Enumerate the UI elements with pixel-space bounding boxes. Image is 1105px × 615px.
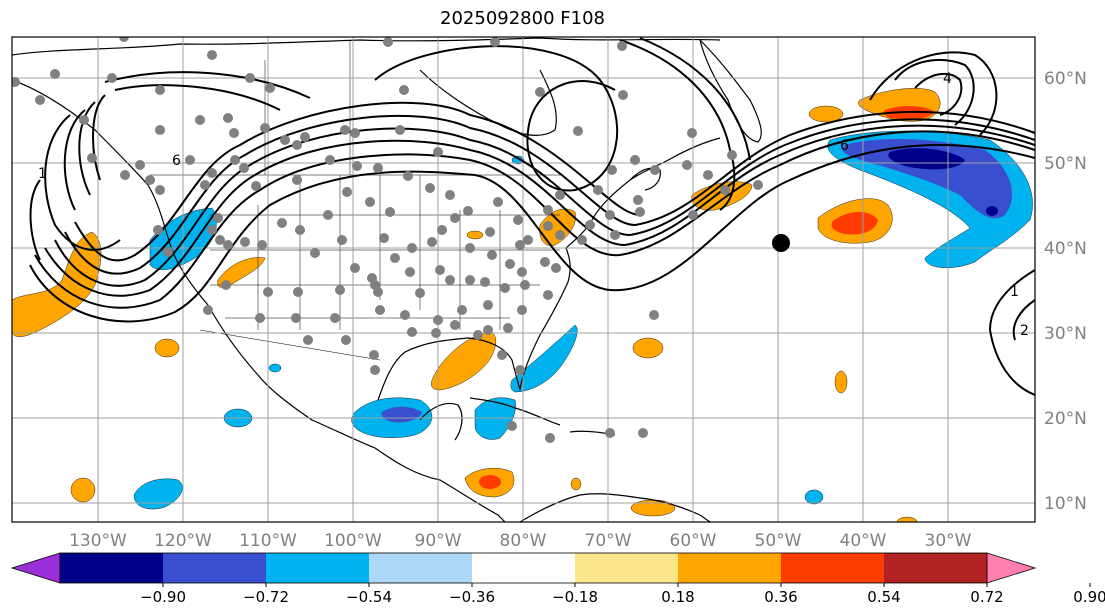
midblue-region-central-mexico [381, 406, 422, 423]
darkblue-spot-east-atlantic [986, 206, 998, 216]
contour-label: 2 [1020, 323, 1029, 339]
blue-region-caribbean-cuba [474, 397, 516, 440]
colorbar-tick-label: 0.90 [1073, 588, 1105, 606]
longitude-labels: 130°W 120°W 110°W 100°W 90°W 80°W 70°W 6… [69, 531, 972, 551]
anomaly-shading [12, 88, 1033, 522]
colorbar-right-extension [986, 552, 1037, 584]
lon-label: 100°W [324, 531, 382, 551]
colorbar-segment [472, 553, 576, 583]
orange-spot-baja [154, 338, 180, 358]
orange-spot-ohio-valley [466, 230, 484, 240]
lon-label: 110°W [239, 531, 297, 551]
lat-label: 30°N [1044, 324, 1087, 344]
darkblue-region-north-atlantic [888, 148, 965, 170]
orange-region-northeast [539, 208, 576, 246]
coastline-hudson-bay [419, 69, 557, 137]
colorbar-tick-label: 0.54 [867, 588, 900, 606]
colorbar-segment [575, 553, 679, 583]
orange-spot-east-atlantic [834, 370, 848, 394]
blue-region-east-pacific [133, 478, 183, 510]
coastlines [12, 37, 762, 522]
lat-label: 40°N [1044, 239, 1087, 259]
lat-label: 50°N [1044, 154, 1087, 174]
orange-region-gulf-florida [431, 331, 497, 391]
coastline-south-america [519, 493, 711, 522]
colorbar-tick-label: 0.36 [764, 588, 797, 606]
colorbar-frame [59, 552, 988, 584]
contour-label: 1 [38, 166, 47, 182]
contour-label: 4 [943, 71, 952, 87]
colorbar: −0.90 −0.72 −0.54 −0.36 −0.18 0.18 0.36 0.54 0.7… [10, 552, 1105, 606]
orange-spot-east-pacific [70, 477, 96, 503]
colorbar-segment [369, 553, 473, 583]
target-marker [772, 234, 790, 252]
lon-label: 60°W [670, 531, 717, 551]
contour-label: 6 [172, 153, 181, 169]
height-contours [29, 37, 1035, 396]
colorbar-segment [60, 553, 164, 583]
map-title: 2025092800 F108 [440, 8, 605, 29]
coastline-gulf [377, 137, 721, 401]
coastline-north-america-west [12, 79, 506, 522]
lat-label: 10°N [1044, 494, 1087, 514]
orange-spot-labrador-sea [808, 105, 844, 123]
blue-spot-baja-south [268, 363, 282, 373]
orange-spot-atlantic-itcz [630, 499, 676, 517]
contour-label: 1 [1010, 284, 1019, 300]
lon-label: 30°W [925, 531, 972, 551]
blue-region-bahamas [510, 324, 578, 393]
map-frame [11, 36, 1036, 523]
latitude-labels: 60°N 50°N 40°N 30°N 20°N 10°N [1044, 69, 1087, 514]
colorbar-segment [163, 553, 267, 583]
orange-region-southwest [217, 257, 266, 288]
colorbar-tick-label: −0.72 [243, 588, 289, 606]
lon-label: 50°W [755, 531, 802, 551]
colorbar-tick-label: 0.72 [970, 588, 1003, 606]
lon-label: 130°W [69, 531, 127, 551]
midblue-region-north-atlantic [842, 138, 1013, 219]
contour-label: 6 [840, 138, 849, 154]
lon-label: 80°W [500, 531, 547, 551]
colorbar-tick-label: −0.18 [552, 588, 598, 606]
coastline-yucatan [419, 402, 463, 441]
lon-label: 40°W [840, 531, 887, 551]
orange-spot-central-atlantic [632, 337, 664, 359]
colorbar-tick-label: −0.36 [449, 588, 495, 606]
lat-label: 20°N [1044, 409, 1087, 429]
coastline-cuba [469, 397, 561, 426]
colorbar-tick-label: 0.18 [661, 588, 694, 606]
orange-spot-caribbean [570, 477, 582, 491]
blue-spot-tropical-atlantic [804, 489, 824, 505]
coastline-arctic [12, 37, 721, 56]
colorbar-tick-label: −0.54 [346, 588, 392, 606]
contour-labels: 1 6 4 6 1 2 [38, 71, 1029, 339]
colorbar-segment [266, 553, 370, 583]
colorbar-left-extension [10, 552, 61, 584]
lat-label: 60°N [1044, 69, 1087, 89]
coastline-greenland [699, 39, 762, 143]
lon-label: 90°W [415, 531, 462, 551]
stations [12, 37, 763, 443]
blue-spot-southeast-coast [511, 155, 525, 165]
colorbar-segment [678, 553, 782, 583]
colorbar-segment [781, 553, 885, 583]
lon-label: 120°W [154, 531, 212, 551]
colorbar-segment [884, 553, 988, 583]
red-region-mid-atlantic [831, 211, 878, 235]
red-spot-central-america [479, 475, 501, 489]
lon-label: 70°W [585, 531, 632, 551]
colorbar-tick-label: −0.90 [140, 588, 186, 606]
orange-spot-sa-coast [896, 516, 918, 522]
